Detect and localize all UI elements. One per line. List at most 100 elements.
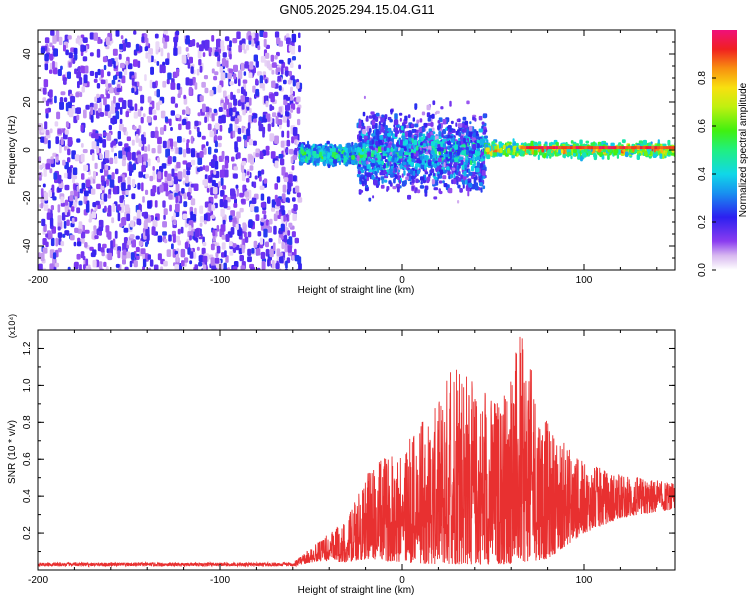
spectrogram-cell [365,117,369,122]
spectrogram-ridge-cell [529,146,532,150]
spectrogram-cell [199,205,204,214]
spectrogram-cell [447,125,452,130]
spectrogram-cell [131,193,136,200]
spectrogram-cell [166,78,170,85]
spectrogram-cell [49,128,53,134]
spectrogram-cell [386,135,389,142]
spectrogram-cell [111,172,115,180]
spectrogram-cell [411,186,415,190]
spectrogram-cell [90,115,94,123]
spectrogram-cell [202,241,207,247]
spectrogram-cell [190,135,194,144]
spectrogram-cell [189,260,193,265]
spectrogram-cell [173,219,177,225]
spectrogram-cell [289,62,294,68]
spectrogram-cell [393,127,399,131]
spectrogram-cell [194,228,199,238]
spectrogram-cell [164,238,168,244]
spectrogram-cell [73,47,78,55]
spectrogram-cell [155,41,160,50]
spectrogram-cell [266,60,271,69]
spectrogram-cell [143,153,148,162]
spectrogram-cell [76,107,81,114]
spectrogram-cell [358,130,362,134]
spectrogram-cell [351,155,355,160]
spectrogram-cell [100,185,105,191]
spectrogram-cell [287,245,292,253]
spectrogram-cell [81,173,85,180]
spectrogram-cell [223,199,228,209]
spectrogram-cell [284,66,289,72]
spectrogram-cell [404,139,408,146]
spectrogram-cell [68,62,72,68]
spectrogram-cell [183,94,187,100]
spectrogram-cell [197,156,203,165]
spectrogram-cell [384,114,388,119]
spectrogram-cell [340,153,344,159]
spectrogram-cell [403,146,408,151]
spectrogram-cell [72,175,78,180]
spectrogram-ridge-cell [607,146,611,150]
spectrogram-cell [157,157,160,163]
spectrogram-cell [210,257,215,266]
spectrogram-cell [170,96,176,104]
spectrogram-ridge-cell [581,146,585,150]
spectrogram-cell [638,152,642,157]
spectrogram-cell [135,134,139,143]
spectrogram-cell [455,122,458,127]
spectrogram-cell [111,146,114,153]
spectrogram-cell [57,232,63,238]
spectrogram-cell [271,207,275,212]
spectrogram-cell [516,147,519,152]
spectrogram-cell [211,265,217,270]
spectrogram-cell [232,130,236,138]
spectrogram-cell [151,148,156,154]
spectrogram-cell [154,220,158,227]
spectrogram-cell [449,154,453,159]
spectrogram-cell [89,102,94,108]
spectrogram-cell [292,56,296,61]
spectrogram-cell [221,114,226,124]
colorbar-tick-label: 0.2 [697,215,708,229]
spectrogram-cell [218,118,223,124]
spectrogram-cell [443,162,446,168]
spectrogram-cell [177,240,181,246]
spectrogram-cell [111,217,115,224]
spectrogram-cell [125,190,129,195]
spectrogram-cell [213,169,217,175]
spectrogram-cell [105,79,108,88]
spectrogram-cell [647,150,651,155]
spectrogram-cell [366,160,369,165]
spectrogram-cell [462,175,467,181]
spectrogram-cell [227,94,231,100]
spectrogram-cell [138,85,143,92]
y-tick-label: -20 [22,190,33,205]
spectrogram-cell [281,193,286,200]
spectrogram-cell [457,177,462,182]
spectrogram-cell [438,165,442,170]
spectrogram-cell [176,253,179,263]
spectrogram-cell [438,180,443,184]
spectrogram-cell [203,147,207,155]
spectrogram-cell [325,159,329,164]
spectrogram-cell [659,153,663,159]
spectrogram-cell [512,138,515,143]
bottom-x-ticks: -200 -100 0 100 [28,330,658,586]
spectrogram-cell [60,65,63,70]
spectrogram-cell [70,206,75,212]
spectrogram-cell [126,251,131,259]
spectrogram-cell [69,234,75,241]
spectrogram-cell [204,87,209,94]
spectrogram-cell [118,71,123,79]
spectrogram-cell [176,83,181,90]
spectrogram-cell [421,158,425,165]
spectrogram-cell [188,86,193,96]
spectrogram-cell [383,179,388,183]
spectrogram-cell [38,263,43,270]
spectrogram-cell [290,45,296,55]
spectrogram-cell [389,142,392,146]
spectrogram-cell [141,182,144,192]
spectrogram-cell [256,267,261,270]
spectrogram-cell [468,182,473,188]
spectrogram-cell [182,109,186,115]
